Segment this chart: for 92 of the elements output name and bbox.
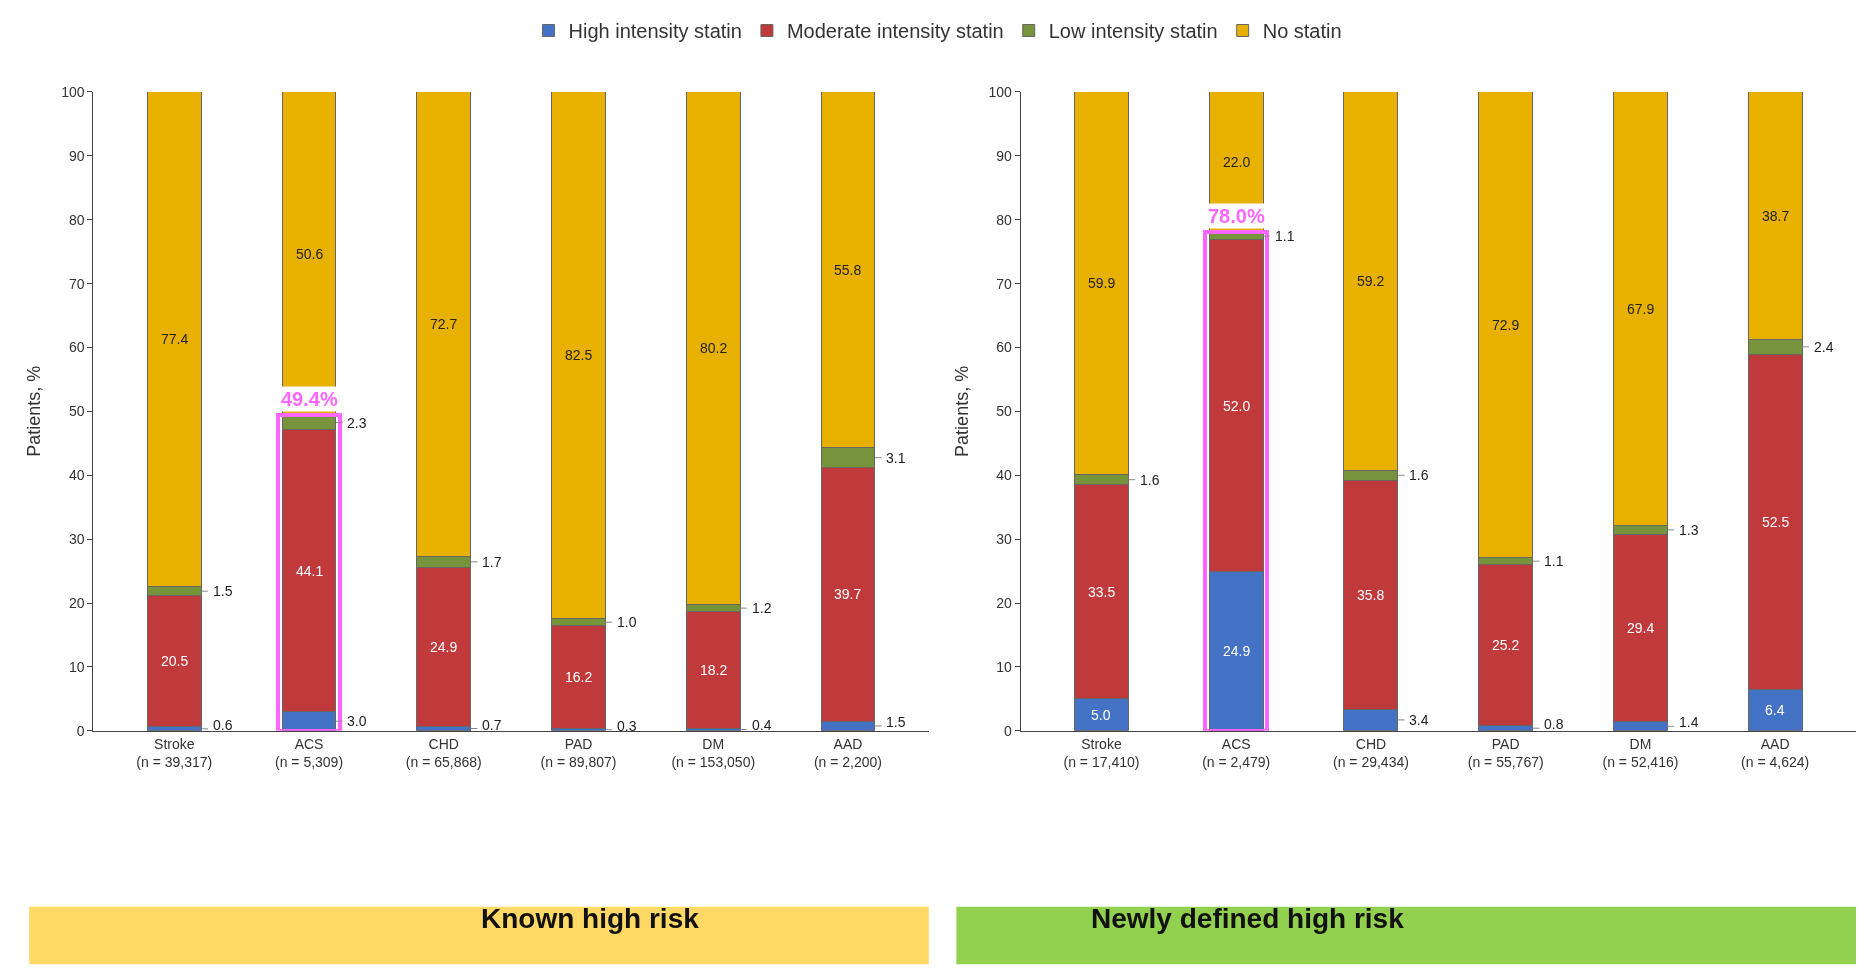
- data-label: 1.1: [1544, 553, 1564, 569]
- data-label: 52.0: [1223, 398, 1251, 414]
- data-label: 1.7: [482, 554, 502, 570]
- data-label: 6.4: [1765, 702, 1785, 718]
- y-tick-label: 30: [996, 531, 1013, 548]
- x-tick-label: PAD (n = 55,767): [1467, 735, 1544, 770]
- data-label: 77.4: [161, 331, 189, 347]
- x-tick-label: AAD (n = 4,624): [1741, 735, 1810, 770]
- data-label: 78.0%: [1208, 205, 1265, 227]
- x-tick-label: Stroke (n = 39,317): [136, 735, 213, 770]
- data-label: 1.1: [1275, 228, 1295, 244]
- data-label: 0.3: [617, 718, 637, 734]
- data-label: 72.9: [1492, 317, 1520, 333]
- y-tick-label: 50: [69, 403, 85, 420]
- data-label: 0.7: [482, 717, 502, 733]
- data-label: 72.7: [430, 316, 458, 332]
- y-tick-label: 70: [69, 275, 85, 292]
- data-label: 1.5: [886, 714, 906, 730]
- data-label: 18.2: [700, 662, 728, 678]
- y-tick-label: 40: [69, 467, 85, 484]
- data-label: 0.8: [1544, 716, 1564, 732]
- text: Known high risk: [481, 903, 700, 934]
- data-label: 1.5: [213, 583, 233, 599]
- data-label: 16.2: [565, 669, 593, 685]
- data-label: 1.2: [752, 600, 772, 616]
- legend-label: High intensity statin: [568, 20, 742, 43]
- data-label: 39.7: [834, 586, 862, 602]
- y-tick-label: 90: [996, 147, 1013, 164]
- data-label: 3.1: [886, 450, 906, 466]
- y-tick-label: 80: [69, 211, 85, 228]
- data-label: 59.2: [1357, 273, 1385, 289]
- data-label: 67.9: [1627, 301, 1655, 317]
- data-label: 3.4: [1409, 712, 1429, 728]
- x-tick-label: CHD (n = 65,868): [405, 735, 482, 770]
- y-tick-label: 0: [76, 722, 85, 739]
- y-tick-label: 10: [996, 658, 1013, 675]
- data-label: 24.9: [1223, 643, 1251, 659]
- y-axis-title: Patients, %: [951, 365, 972, 457]
- data-label: 2.4: [1814, 339, 1834, 355]
- data-label: 52.5: [1762, 514, 1790, 530]
- data-label: 3.0: [347, 713, 367, 729]
- data-label: 1.3: [1679, 522, 1699, 538]
- data-label: 1.6: [1140, 472, 1160, 488]
- data-label: 0.4: [752, 717, 772, 733]
- data-label: 59.9: [1088, 275, 1116, 291]
- y-tick-label: 40: [996, 467, 1013, 484]
- data-label: 44.1: [296, 563, 324, 579]
- text: Newly defined high risk: [1091, 903, 1405, 934]
- data-label: 49.4%: [281, 388, 338, 410]
- data-label: 5.0: [1091, 707, 1111, 723]
- x-tick-label: DM (n = 52,416): [1602, 735, 1679, 770]
- data-label: 33.5: [1088, 584, 1116, 600]
- data-label: 38.7: [1762, 208, 1790, 224]
- data-label: 0.6: [213, 717, 233, 733]
- data-label: 29.4: [1627, 620, 1655, 636]
- y-tick-label: 0: [1004, 722, 1013, 739]
- x-tick-label: DM (n = 153,050): [671, 735, 756, 770]
- x-tick-label: AAD (n = 2,200): [813, 735, 883, 770]
- x-tick-label: PAD (n = 89,807): [540, 735, 617, 770]
- data-label: 82.5: [565, 347, 593, 363]
- y-axis-title: Patients, %: [24, 365, 45, 457]
- y-tick-label: 10: [69, 658, 85, 675]
- legend-label: Moderate intensity statin: [786, 20, 1004, 43]
- data-label: 1.4: [1679, 714, 1699, 730]
- y-tick-label: 80: [996, 211, 1013, 228]
- data-label: 55.8: [834, 262, 862, 278]
- data-label: 50.6: [296, 246, 324, 262]
- y-tick-label: 20: [69, 594, 85, 611]
- data-label: 80.2: [700, 340, 728, 356]
- y-tick-label: 100: [61, 83, 85, 100]
- data-label: 24.9: [430, 639, 458, 655]
- x-tick-label: ACS (n = 2,479): [1202, 735, 1271, 770]
- data-label: 22.0: [1223, 154, 1251, 170]
- data-label: 25.2: [1492, 637, 1520, 653]
- x-tick-label: CHD (n = 29,434): [1332, 735, 1409, 770]
- y-tick-label: 20: [996, 594, 1013, 611]
- y-tick-label: 30: [69, 531, 85, 548]
- legend-label: No statin: [1262, 20, 1342, 43]
- data-label: 1.0: [617, 614, 637, 630]
- y-tick-label: 60: [996, 339, 1013, 356]
- y-tick-label: 70: [996, 275, 1013, 292]
- data-label: 2.3: [347, 415, 367, 431]
- y-tick-label: 50: [996, 403, 1013, 420]
- y-tick-label: 100: [988, 83, 1013, 100]
- x-tick-label: Stroke (n = 17,410): [1063, 735, 1140, 770]
- y-tick-label: 90: [69, 147, 85, 164]
- data-label: 1.6: [1409, 467, 1429, 483]
- x-tick-label: ACS (n = 5,309): [274, 735, 344, 770]
- y-tick-label: 60: [69, 339, 85, 356]
- data-label: 20.5: [161, 653, 189, 669]
- legend-label: Low intensity statin: [1048, 20, 1218, 43]
- data-label: 35.8: [1357, 587, 1385, 603]
